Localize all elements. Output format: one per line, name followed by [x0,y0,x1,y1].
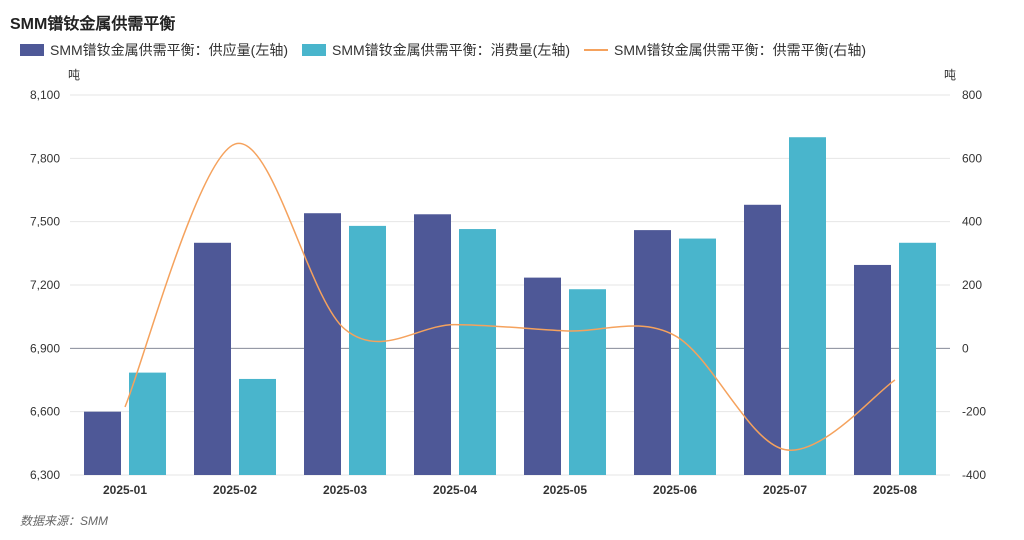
bar-consumption [239,378,276,475]
chart-title: SMM镨钕金属供需平衡 [10,16,176,33]
bar-consumption [459,229,496,475]
x-tick-label: 2025-07 [763,483,807,497]
bar-consumption [129,372,166,475]
y-left-tick-label: 6,600 [30,405,60,419]
legend-label-balance: SMM镨钕金属供需平衡：供需平衡(右轴) [614,42,866,58]
y-right-tick-label: 200 [962,278,982,292]
right-axis-unit: 吨 [944,68,957,82]
bar-consumption [679,238,716,475]
legend-item-balance[interactable]: SMM镨钕金属供需平衡：供需平衡(右轴) [584,40,866,60]
bar-supply [414,214,451,475]
legend-label-consumption: SMM镨钕金属供需平衡：消费量(左轴) [332,42,570,58]
legend-label-supply: SMM镨钕金属供需平衡：供应量(左轴) [50,42,288,58]
left-axis-unit: 吨 [68,68,81,82]
x-tick-label: 2025-06 [653,483,697,497]
y-right-tick-label: -200 [962,405,986,419]
legend-item-supply[interactable]: SMM镨钕金属供需平衡：供应量(左轴) [20,40,288,60]
x-tick-label: 2025-05 [543,483,587,497]
x-tick-label: 2025-02 [213,483,257,497]
legend: SMM镨钕金属供需平衡：供应量(左轴) SMM镨钕金属供需平衡：消费量(左轴) … [20,40,866,60]
balance-line [124,142,896,451]
y-left-tick-label: 6,900 [30,341,60,355]
bar-consumption [349,225,386,475]
bar-consumption [569,289,606,475]
bar-supply [304,213,341,475]
legend-swatch-supply [20,44,44,56]
y-right-tick-label: 800 [962,88,982,102]
y-right-tick-label: 400 [962,215,982,229]
x-tick-label: 2025-01 [103,483,147,497]
x-tick-label: 2025-04 [433,483,477,497]
y-left-tick-label: 7,800 [30,151,60,165]
y-left-tick-label: 6,300 [30,468,60,482]
bar-supply [524,277,561,475]
bar-supply [744,204,781,475]
y-left-tick-label: 8,100 [30,88,60,102]
y-right-tick-label: 600 [962,151,982,165]
y-right-tick-label: 0 [962,341,969,355]
legend-swatch-balance [584,49,608,51]
bar-consumption [789,137,826,475]
bar-consumption [899,242,936,475]
y-right-tick-label: -400 [962,468,986,482]
bar-supply [634,230,671,475]
x-tick-label: 2025-03 [323,483,367,497]
legend-swatch-consumption [302,44,326,56]
legend-item-consumption[interactable]: SMM镨钕金属供需平衡：消费量(左轴) [302,40,570,60]
bar-supply [854,264,891,475]
data-source: 数据来源：SMM [20,514,108,528]
y-left-tick-label: 7,500 [30,215,60,229]
bar-supply [84,411,121,475]
x-tick-label: 2025-08 [873,483,917,497]
bar-supply [194,242,231,475]
y-left-tick-label: 7,200 [30,278,60,292]
